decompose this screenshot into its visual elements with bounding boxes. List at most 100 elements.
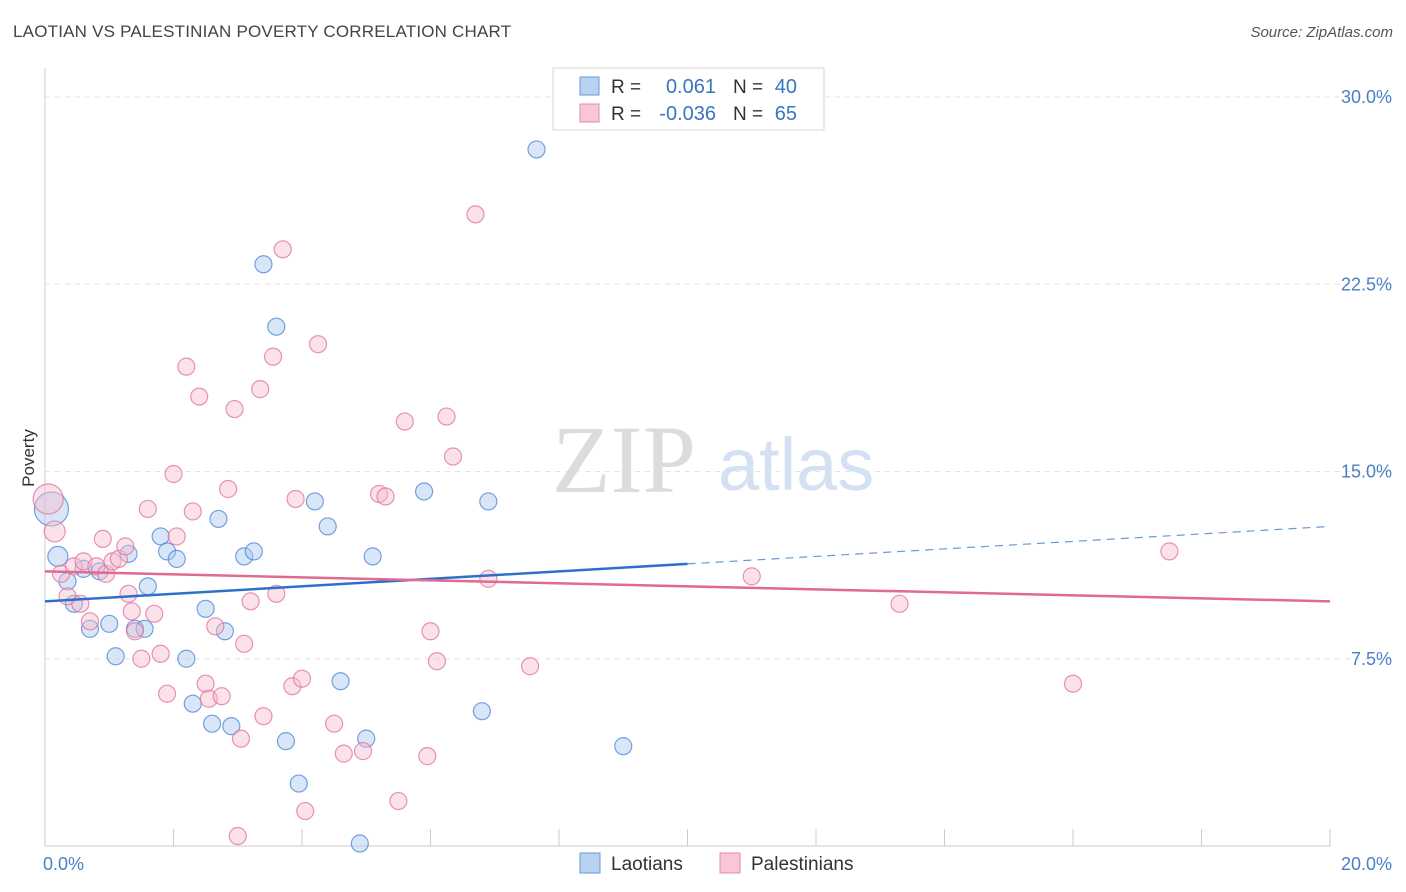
laotian-point: [331, 672, 350, 691]
laotian-point: [222, 717, 241, 736]
laotian-point: [47, 545, 69, 567]
palestinian-point: [437, 407, 456, 426]
stats-n-value-1: 40: [775, 76, 797, 98]
palestinian-point: [334, 744, 353, 763]
palestinian-point: [196, 674, 215, 693]
palestinian-point: [43, 520, 66, 543]
laotian-point: [183, 694, 202, 713]
laotian-point: [305, 492, 324, 511]
laotian-point: [196, 599, 215, 618]
laotian-point: [276, 732, 296, 751]
stats-legend: R = 0.061 N = 40 R = -0.036 N = 65: [552, 67, 825, 131]
laotian-point: [80, 619, 100, 638]
palestinian-point: [389, 791, 408, 811]
laotian-point: [202, 714, 222, 733]
laotian-point: [106, 647, 125, 666]
y-tick-label: 7.5%: [1351, 649, 1392, 669]
stats-r-value-1: 0.061: [666, 76, 716, 98]
x-tick-label: 20.0%: [1341, 854, 1392, 874]
palestinian-point: [254, 707, 273, 726]
trend-lines: [44, 525, 1331, 603]
palestinian-point: [325, 714, 344, 733]
watermark: ZIP atlas: [552, 406, 874, 513]
palestinian-point: [421, 622, 440, 641]
palestinian-point: [273, 240, 292, 259]
laotian-point: [167, 549, 186, 568]
palestinian-point: [231, 729, 251, 748]
palestinian-point: [1063, 674, 1083, 693]
palestinian-point: [395, 412, 414, 431]
palestinian-point: [418, 747, 437, 766]
palestinian-point: [890, 594, 909, 613]
palestinian-point: [151, 644, 170, 663]
y-tick-label: 22.5%: [1341, 274, 1392, 294]
palestinian-point: [235, 634, 254, 653]
palestinian-point: [32, 483, 64, 515]
laotian-point: [289, 774, 308, 793]
data-points: [32, 140, 1179, 853]
palestinian-point: [427, 652, 447, 671]
chart-source: Source: ZipAtlas.com: [1250, 24, 1393, 41]
stats-r-label-2: R =: [611, 104, 641, 125]
laotian-point: [363, 547, 382, 566]
palestinian-point: [286, 489, 305, 509]
laotian-point: [209, 509, 228, 529]
palestinian-point: [219, 479, 238, 499]
palestinian-point: [353, 742, 373, 761]
palestinian-point: [742, 567, 761, 586]
stats-r-value-2: -0.036: [659, 103, 716, 125]
laotian-point: [33, 491, 70, 527]
chart-title: LAOTIAN VS PALESTINIAN POVERTY CORRELATI…: [13, 22, 512, 41]
palestinian-point: [145, 604, 164, 623]
palestinian-point: [241, 592, 260, 611]
palestinian-point: [251, 380, 270, 399]
palestinian-point: [479, 569, 498, 588]
stats-swatch-laotians: [579, 76, 600, 96]
palestinian-point: [520, 657, 540, 676]
watermark-atlas: atlas: [718, 423, 874, 506]
legend-label-laotians: Laotians: [611, 854, 683, 875]
laotian-point: [527, 140, 546, 159]
y-axis-label: Poverty: [19, 429, 38, 487]
palestinian-point: [183, 502, 202, 521]
palestinian-point: [443, 447, 463, 466]
stats-n-label-1: N =: [733, 77, 763, 98]
palestinian-point: [157, 684, 177, 703]
palestinian-point: [132, 649, 151, 668]
palestinian-point: [190, 387, 209, 406]
palestinian-point: [296, 801, 315, 821]
palestinian-point: [283, 677, 302, 696]
palestinian-point: [116, 537, 135, 556]
palestinian-point: [177, 357, 196, 376]
palestinian-point: [228, 826, 247, 846]
palestinian-point: [466, 205, 485, 224]
stats-n-label-2: N =: [733, 104, 763, 125]
palestinian-point: [164, 464, 183, 484]
palestinian-point: [138, 499, 157, 519]
palestinian-point: [376, 487, 395, 506]
palestinian-point: [80, 612, 100, 631]
palestinian-point: [225, 399, 244, 419]
palestinian-point: [1160, 542, 1179, 561]
laotian-point: [254, 255, 273, 274]
laotian-point: [244, 542, 263, 561]
palestinian-point: [93, 529, 112, 549]
palestinian-point: [308, 335, 328, 354]
laotian-point: [157, 542, 177, 561]
laotian-point: [614, 737, 633, 756]
laotian-point: [235, 547, 254, 566]
laotian-trend-extension: [687, 525, 1331, 565]
laotian-point: [350, 834, 369, 853]
laotian-point: [215, 622, 234, 641]
stats-n-value-2: 65: [775, 103, 797, 125]
series-legend: Laotians Palestinians: [579, 852, 853, 875]
y-tick-label: 15.0%: [1341, 462, 1392, 482]
legend-label-palestinians: Palestinians: [751, 854, 853, 875]
palestinian-point: [64, 557, 84, 576]
palestinian-point: [119, 584, 138, 603]
palestinian-point: [167, 527, 186, 546]
laotian-point: [472, 702, 491, 721]
palestinian-point: [122, 602, 141, 621]
laotian-point: [318, 517, 337, 536]
